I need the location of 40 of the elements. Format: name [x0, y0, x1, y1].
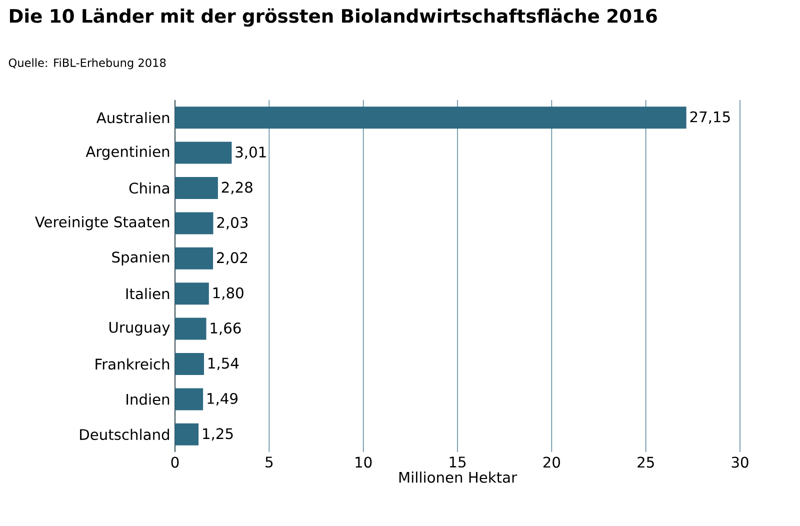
y-tick-label: Indien	[126, 394, 170, 405]
y-tick-label: Australien	[96, 112, 170, 124]
data-label: 27,15	[690, 111, 730, 124]
x-tick-label: 25	[638, 456, 654, 468]
bar	[175, 388, 204, 410]
bar	[175, 353, 204, 376]
data-label: 1,66	[210, 322, 241, 336]
bar	[175, 423, 199, 446]
data-label: 2,03	[217, 216, 248, 230]
data-label: 2,28	[222, 182, 252, 194]
x-tick-label: 5	[266, 456, 273, 468]
y-tick-label: Deutschland	[80, 428, 169, 440]
x-tick-label: 20	[543, 456, 560, 468]
y-tick-label: Vereinigte Staaten	[34, 216, 170, 230]
bar	[175, 247, 214, 270]
data-label: 1,54	[208, 358, 239, 370]
chart-title: Die 10 Länder mit der grössten Biolandwirtschaftsfläche 2016	[10, 8, 657, 27]
source-note: Quelle: FiBL-Erhebung 2018	[8, 58, 166, 70]
bar	[175, 177, 218, 200]
bar	[175, 212, 214, 234]
y-tick-label: Italien	[126, 288, 170, 300]
data-label: 1,49	[208, 392, 238, 406]
data-label: 2,02	[217, 252, 248, 265]
y-tick-label: Argentinien	[86, 146, 170, 160]
data-label: 1,25	[203, 428, 233, 441]
y-tick-label: Frankreich	[96, 358, 170, 370]
bar	[175, 282, 209, 305]
x-tick-label: 15	[450, 456, 466, 468]
x-tick-label: 30	[732, 456, 748, 468]
bar	[175, 142, 232, 164]
x-axis-title: Millionen Hektar	[399, 472, 518, 483]
y-tick-label: Spanien	[112, 251, 170, 266]
x-tick-label: 0	[171, 456, 179, 468]
bar	[175, 318, 206, 340]
data-label: 1,80	[213, 287, 244, 300]
x-tick-label: 10	[356, 456, 372, 468]
y-tick-label: China	[129, 182, 169, 194]
bar	[175, 106, 686, 129]
y-tick-label: Uruguay	[109, 322, 170, 336]
data-label: 3,01	[236, 146, 266, 160]
